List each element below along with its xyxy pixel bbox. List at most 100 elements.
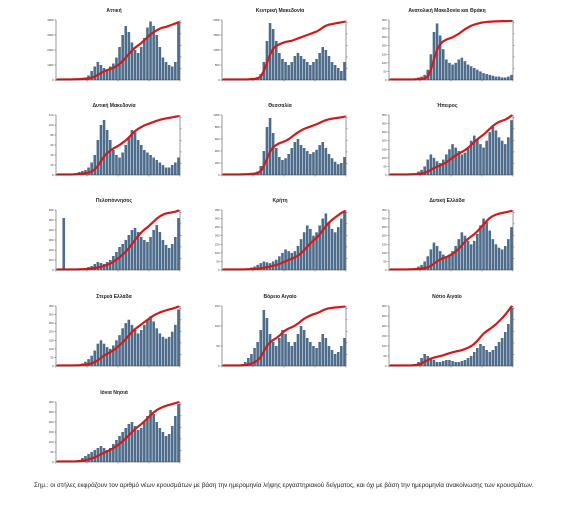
y-tick-label: 800: [215, 125, 220, 129]
bar: [139, 47, 143, 80]
bar: [105, 450, 109, 462]
bar: [268, 334, 272, 366]
bar: [124, 26, 128, 80]
bar: [466, 240, 470, 270]
bar: [158, 333, 162, 366]
bar: [485, 140, 488, 175]
bar: [435, 246, 439, 270]
chart-plot: 0 50 100 150 200 250 300: [382, 304, 515, 368]
y-tick-label: 200: [215, 161, 220, 165]
bar: [152, 321, 155, 366]
bar: [174, 324, 177, 366]
bar: [510, 120, 513, 175]
y-tick-label: 200: [382, 139, 387, 143]
bar: [167, 336, 171, 366]
bar: [133, 330, 137, 366]
bar: [500, 338, 504, 366]
bar: [330, 350, 334, 366]
bar: [271, 133, 275, 175]
bar: [497, 342, 501, 366]
bar: [340, 346, 343, 366]
series-line: [222, 20, 346, 81]
bar: [87, 167, 90, 175]
y-tick-label: 50: [50, 355, 54, 359]
chart-panel: Δυτική Ελλάδα 0 50 100 150 200 250 300 350: [367, 198, 527, 278]
bar: [457, 362, 461, 366]
chart-title: Βόρειο Αιγαίο: [263, 294, 297, 300]
bar: [472, 240, 476, 270]
series-line: [389, 209, 513, 271]
series-line: [56, 401, 180, 463]
bar: [500, 249, 504, 270]
bar: [457, 239, 461, 270]
chart-title: Θεσσαλία: [268, 103, 292, 109]
y-tick-label: 0: [385, 268, 387, 272]
bar: [438, 163, 442, 175]
bar: [290, 148, 294, 175]
bar: [327, 56, 331, 80]
bar: [127, 424, 131, 462]
bar: [164, 62, 168, 80]
bar: [466, 358, 470, 366]
bar: [315, 59, 318, 80]
bar: [174, 62, 177, 80]
bar: [127, 32, 131, 80]
chart-panel: Πελοπόννησος 0 100 200 300 400 500 600: [34, 198, 194, 278]
bar: [108, 348, 112, 366]
bar: [262, 310, 266, 366]
bar: [497, 247, 501, 270]
bar: [281, 252, 284, 270]
bar: [161, 432, 165, 462]
bar: [429, 249, 433, 270]
bar: [170, 331, 174, 366]
chart-panel: Κρήτη 0 50 100 150 200 250 300 350: [200, 198, 360, 278]
y-tick-label: 2000: [47, 48, 54, 52]
bar: [460, 154, 464, 175]
bar: [423, 354, 426, 366]
bar: [318, 342, 321, 366]
chart-plot: 0 200 400 600 800 1000: [213, 113, 348, 177]
bar: [278, 157, 281, 175]
bar: [108, 140, 112, 175]
bar: [318, 145, 321, 175]
bar: [250, 354, 253, 366]
bar: [247, 358, 250, 366]
y-tick-label: 50: [383, 354, 387, 358]
bar: [139, 330, 143, 366]
bar: [503, 77, 507, 80]
bar: [115, 155, 118, 175]
y-tick-label: 200: [49, 248, 54, 252]
bar: [438, 362, 442, 366]
bar: [469, 356, 473, 366]
bar: [330, 158, 334, 175]
bar: [510, 227, 513, 270]
chart-grid: Αττική 0 1000 2000 3000 4000 Κεντρική Μακεδονί…: [34, 8, 527, 464]
y-tick-label: 4000: [47, 18, 54, 22]
bar: [158, 47, 162, 80]
y-tick-label: 150: [382, 147, 387, 151]
y-tick-label: 100: [49, 123, 54, 127]
bar: [136, 140, 140, 175]
bar: [435, 362, 439, 366]
bar: [174, 162, 177, 175]
chart-title: Στερεά Ελλάδα: [96, 294, 132, 300]
bar: [488, 74, 492, 80]
bar: [420, 264, 423, 270]
chart-title: Δυτική Μακεδονία: [92, 103, 136, 109]
chart-panel: Κεντρική Μακεδονία 0 500 1000 1500 2000: [200, 8, 360, 88]
y-tick-label: 50: [216, 344, 220, 348]
bar: [149, 410, 152, 462]
y-tick-label: 150: [215, 242, 220, 246]
bar: [479, 144, 482, 175]
bar: [305, 62, 309, 80]
series-line: [56, 115, 180, 176]
bar: [296, 246, 300, 270]
bar: [463, 61, 467, 80]
bar: [143, 324, 146, 366]
bar: [426, 159, 430, 175]
y-tick-label: 1000: [213, 113, 220, 117]
bar: [445, 256, 448, 270]
bar: [472, 68, 476, 80]
y-tick-label: 100: [382, 156, 387, 160]
y-tick-label: 250: [382, 130, 387, 134]
